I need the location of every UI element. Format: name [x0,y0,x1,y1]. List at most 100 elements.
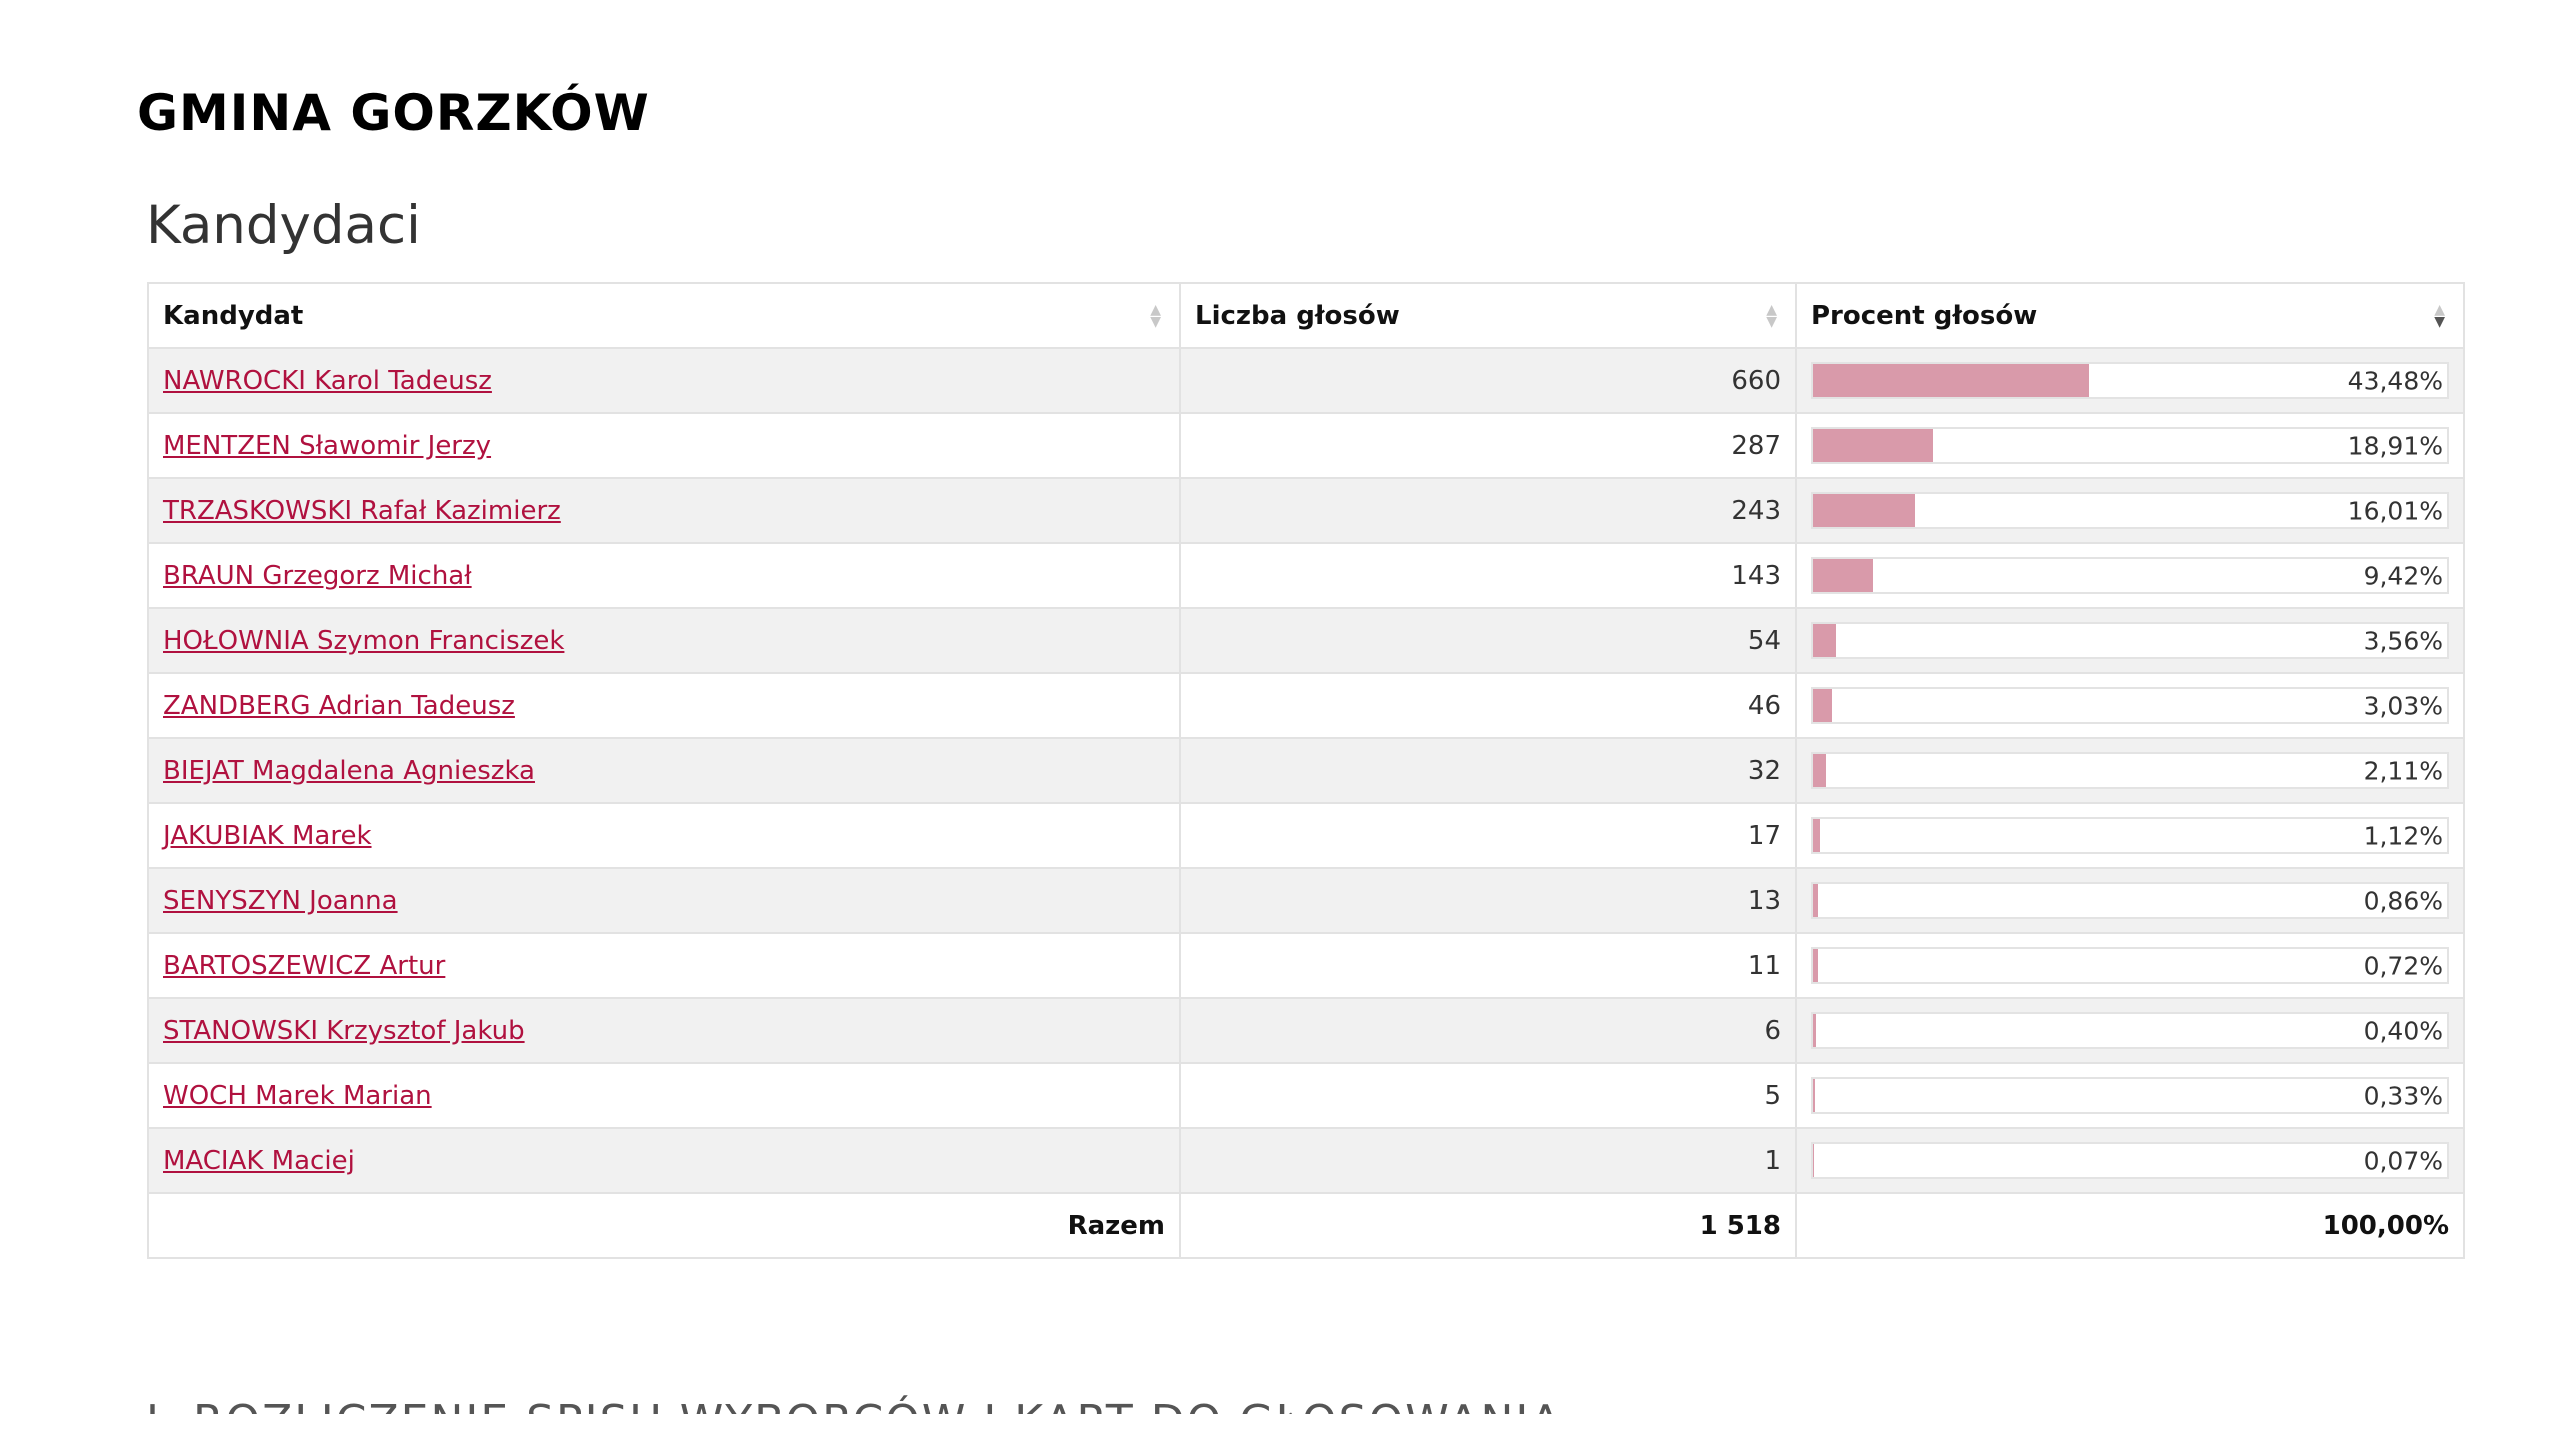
percent-bar-fill [1813,689,1833,722]
candidate-link[interactable]: MENTZEN Sławomir Jerzy [163,430,492,461]
candidate-link[interactable]: WOCH Marek Marian [163,1080,432,1111]
header-votes[interactable]: Liczba głosów ▲ ▼ [1179,282,1797,349]
candidate-link[interactable]: MACIAK Maciej [163,1145,355,1176]
votes-cell: 287 [1179,412,1797,479]
next-section-title: I. ROZLICZENIE SPISU WYBORCÓW I KART DO … [146,1392,1562,1414]
votes-cell: 660 [1179,347,1797,414]
page-title: GMINA GORZKÓW [137,84,650,142]
candidate-cell: MENTZEN Sławomir Jerzy [147,412,1181,479]
percent-cell: 0,40% [1795,997,2465,1064]
candidate-link[interactable]: BARTOSZEWICZ Artur [163,950,446,981]
percent-label: 0,86% [2363,886,2443,915]
table-row: SENYSZYN Joanna 13 0,86% [147,867,2465,934]
percent-bar-fill [1813,559,1873,592]
header-percent[interactable]: Procent głosów ▲ ▼ [1795,282,2465,349]
table-row: MACIAK Maciej 1 0,07% [147,1127,2465,1194]
percent-label: 0,72% [2363,951,2443,980]
candidate-cell: HOŁOWNIA Szymon Franciszek [147,607,1181,674]
candidate-link[interactable]: NAWROCKI Karol Tadeusz [163,365,492,396]
candidate-link[interactable]: BRAUN Grzegorz Michał [163,560,472,591]
percent-bar: 0,72% [1811,947,2449,984]
percent-label: 1,12% [2363,821,2443,850]
percent-bar-fill [1813,429,1933,462]
percent-bar: 0,33% [1811,1077,2449,1114]
candidate-link[interactable]: JAKUBIAK Marek [163,820,372,851]
header-percent-label: Procent głosów [1811,300,2038,331]
votes-cell: 143 [1179,542,1797,609]
percent-bar: 1,12% [1811,817,2449,854]
percent-label: 0,07% [2363,1146,2443,1175]
sort-icon[interactable]: ▲ ▼ [1766,301,1777,330]
candidate-cell: SENYSZYN Joanna [147,867,1181,934]
votes-cell: 1 [1179,1127,1797,1194]
percent-bar: 0,07% [1811,1142,2449,1179]
percent-cell: 2,11% [1795,737,2465,804]
percent-bar-fill [1813,754,1827,787]
percent-bar-fill [1813,884,1819,917]
percent-label: 2,11% [2363,756,2443,785]
candidate-link[interactable]: ZANDBERG Adrian Tadeusz [163,690,515,721]
votes-cell: 46 [1179,672,1797,739]
percent-bar-fill [1813,364,2089,397]
percent-bar: 3,03% [1811,687,2449,724]
table-row: BRAUN Grzegorz Michał 143 9,42% [147,542,2465,609]
table-row: TRZASKOWSKI Rafał Kazimierz 243 16,01% [147,477,2465,544]
table-row: MENTZEN Sławomir Jerzy 287 18,91% [147,412,2465,479]
percent-label: 3,56% [2363,626,2443,655]
header-candidate[interactable]: Kandydat ▲ ▼ [147,282,1181,349]
candidate-link[interactable]: TRZASKOWSKI Rafał Kazimierz [163,495,561,526]
percent-cell: 0,07% [1795,1127,2465,1194]
sort-desc-icon[interactable]: ▲ ▼ [2434,301,2445,330]
percent-cell: 43,48% [1795,347,2465,414]
candidate-cell: TRZASKOWSKI Rafał Kazimierz [147,477,1181,544]
total-row: Razem 1 518 100,00% [147,1192,2465,1259]
votes-cell: 32 [1179,737,1797,804]
candidate-cell: JAKUBIAK Marek [147,802,1181,869]
candidate-link[interactable]: BIEJAT Magdalena Agnieszka [163,755,535,786]
total-votes: 1 518 [1179,1192,1797,1259]
percent-cell: 18,91% [1795,412,2465,479]
section-title: Kandydaci [146,195,421,256]
total-label: Razem [147,1192,1181,1259]
percent-label: 0,33% [2363,1081,2443,1110]
candidate-link[interactable]: STANOWSKI Krzysztof Jakub [163,1015,525,1046]
candidate-cell: BARTOSZEWICZ Artur [147,932,1181,999]
percent-label: 16,01% [2347,496,2443,525]
votes-cell: 17 [1179,802,1797,869]
percent-cell: 3,03% [1795,672,2465,739]
candidates-table: Kandydat ▲ ▼ Liczba głosów ▲ ▼ Procent gło… [147,282,2465,1259]
table-row: JAKUBIAK Marek 17 1,12% [147,802,2465,869]
percent-bar: 0,40% [1811,1012,2449,1049]
percent-label: 3,03% [2363,691,2443,720]
percent-label: 18,91% [2347,431,2443,460]
candidate-cell: ZANDBERG Adrian Tadeusz [147,672,1181,739]
votes-cell: 54 [1179,607,1797,674]
header-votes-label: Liczba głosów [1195,300,1400,331]
votes-cell: 6 [1179,997,1797,1064]
percent-bar: 3,56% [1811,622,2449,659]
table-header-row: Kandydat ▲ ▼ Liczba głosów ▲ ▼ Procent gło… [147,282,2465,349]
candidate-link[interactable]: SENYSZYN Joanna [163,885,398,916]
percent-bar: 43,48% [1811,362,2449,399]
percent-bar: 2,11% [1811,752,2449,789]
percent-cell: 0,72% [1795,932,2465,999]
percent-cell: 0,86% [1795,867,2465,934]
header-candidate-label: Kandydat [163,300,304,331]
votes-cell: 243 [1179,477,1797,544]
percent-cell: 9,42% [1795,542,2465,609]
percent-bar-fill [1813,1079,1816,1112]
table-row: ZANDBERG Adrian Tadeusz 46 3,03% [147,672,2465,739]
table-row: WOCH Marek Marian 5 0,33% [147,1062,2465,1129]
table-row: BARTOSZEWICZ Artur 11 0,72% [147,932,2465,999]
percent-cell: 1,12% [1795,802,2465,869]
percent-bar-fill [1813,819,1821,852]
percent-bar: 18,91% [1811,427,2449,464]
sort-icon[interactable]: ▲ ▼ [1150,301,1161,330]
percent-cell: 0,33% [1795,1062,2465,1129]
candidate-link[interactable]: HOŁOWNIA Szymon Franciszek [163,625,565,656]
percent-cell: 3,56% [1795,607,2465,674]
percent-label: 9,42% [2363,561,2443,590]
percent-bar: 0,86% [1811,882,2449,919]
candidate-cell: BRAUN Grzegorz Michał [147,542,1181,609]
votes-cell: 13 [1179,867,1797,934]
